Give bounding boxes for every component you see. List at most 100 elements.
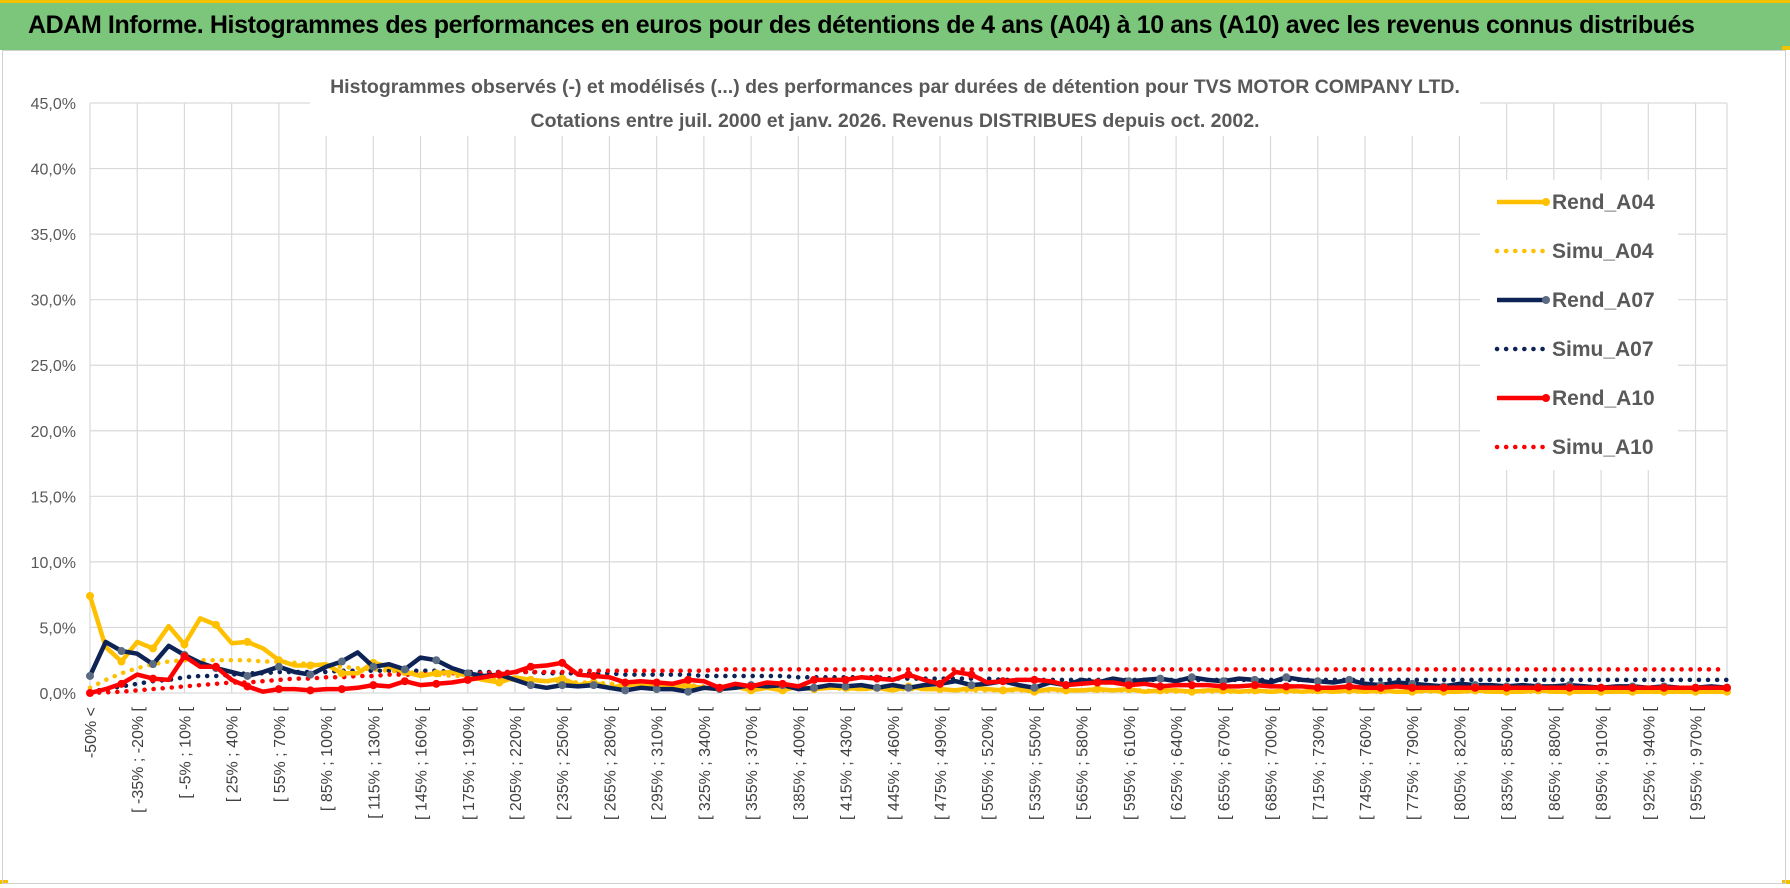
data-point bbox=[1030, 683, 1039, 692]
data-point bbox=[400, 665, 409, 674]
data-point bbox=[274, 685, 283, 694]
series-layer bbox=[86, 591, 1731, 697]
chart-title-line2: Cotations entre juil. 2000 et janv. 2026… bbox=[531, 110, 1260, 132]
legend-label: Rend_A10 bbox=[1552, 387, 1655, 410]
x-tick-label: [ 385% ; 400% [ bbox=[791, 706, 808, 820]
data-point bbox=[180, 640, 189, 649]
data-point bbox=[1282, 673, 1291, 682]
data-point bbox=[684, 687, 693, 696]
corner-mark-top-right bbox=[1782, 46, 1790, 50]
data-point bbox=[1061, 681, 1070, 690]
data-point bbox=[463, 669, 472, 678]
data-point bbox=[526, 681, 535, 690]
x-tick-label: [ 565% ; 580% [ bbox=[1075, 706, 1092, 820]
data-point bbox=[1660, 683, 1669, 692]
data-point bbox=[337, 669, 346, 678]
data-point bbox=[526, 662, 535, 671]
x-tick-label: [ 85% ; 100% [ bbox=[319, 706, 336, 811]
data-point bbox=[747, 682, 756, 691]
data-point bbox=[1313, 677, 1322, 686]
data-point bbox=[148, 644, 157, 653]
data-point bbox=[998, 686, 1007, 695]
data-point bbox=[243, 682, 252, 691]
data-point bbox=[117, 647, 126, 656]
y-tick-label: 35,0% bbox=[31, 227, 76, 244]
data-point bbox=[148, 660, 157, 669]
banner-title: ADAM Informe. Histogrammes des performan… bbox=[28, 11, 1695, 39]
data-point bbox=[432, 656, 441, 665]
data-point bbox=[1439, 683, 1448, 692]
legend-marker bbox=[1542, 296, 1550, 304]
data-point bbox=[369, 681, 378, 690]
series-simu-a10 bbox=[87, 667, 1730, 696]
x-tick-label: [ 865% ; 880% [ bbox=[1547, 706, 1564, 820]
data-point bbox=[1219, 682, 1228, 691]
x-tick-label: [ 55% ; 70% [ bbox=[272, 706, 289, 802]
data-point bbox=[274, 662, 283, 671]
data-point bbox=[274, 656, 283, 665]
x-tick-label: [ 685% ; 700% [ bbox=[1264, 706, 1281, 820]
y-tick-label: 45,0% bbox=[31, 96, 76, 113]
data-point bbox=[1187, 681, 1196, 690]
chart-title-line1: Histogrammes observés (-) et modélisés (… bbox=[330, 76, 1460, 98]
x-tick-label: [ 505% ; 520% [ bbox=[980, 706, 997, 820]
data-point bbox=[1628, 683, 1637, 692]
legend-item-simu-a10: Simu_A10 bbox=[1494, 436, 1654, 459]
y-tick-label: 25,0% bbox=[31, 358, 76, 375]
data-point bbox=[1376, 683, 1385, 692]
data-point bbox=[1691, 683, 1700, 692]
data-point bbox=[495, 670, 504, 679]
data-point bbox=[967, 681, 976, 690]
x-tick-label: [ -35% ; -20% [ bbox=[130, 706, 147, 812]
x-tick-label: [ 925% ; 940% [ bbox=[1641, 706, 1658, 820]
data-point bbox=[1156, 674, 1165, 683]
x-tick-label: [ 625% ; 640% [ bbox=[1169, 706, 1186, 820]
x-tick-label: [ 355% ; 370% [ bbox=[744, 706, 761, 820]
x-tick-label: [ 235% ; 250% [ bbox=[555, 706, 572, 820]
data-point bbox=[306, 686, 315, 695]
data-point bbox=[1282, 682, 1291, 691]
data-point bbox=[873, 683, 882, 692]
x-tick-label: [ 265% ; 280% [ bbox=[602, 706, 619, 820]
x-tick-label: -50% < bbox=[83, 707, 100, 758]
legend-marker bbox=[1542, 198, 1550, 206]
data-point bbox=[904, 683, 913, 692]
x-tick-label: [ 475% ; 490% [ bbox=[933, 706, 950, 820]
y-tick-label: 40,0% bbox=[31, 162, 76, 179]
data-point bbox=[1565, 683, 1574, 692]
data-point bbox=[652, 678, 661, 687]
data-point bbox=[1093, 678, 1102, 687]
data-point bbox=[1408, 683, 1417, 692]
data-point bbox=[243, 637, 252, 646]
data-point bbox=[1187, 673, 1196, 682]
y-tick-label: 30,0% bbox=[31, 293, 76, 310]
title-backdrop bbox=[310, 66, 1480, 136]
x-tick-label: [ 295% ; 310% [ bbox=[650, 706, 667, 820]
legend: Rend_A04 Simu_A04 Rend_A07 Simu_A07 Rend_A10… bbox=[1480, 180, 1678, 470]
x-tick-label: [ 715% ; 730% [ bbox=[1311, 706, 1328, 820]
data-point bbox=[211, 620, 220, 629]
data-point bbox=[180, 652, 189, 661]
data-point bbox=[967, 670, 976, 679]
x-tick-label: [ 835% ; 850% [ bbox=[1500, 706, 1517, 820]
legend-marker bbox=[1542, 394, 1550, 402]
data-point bbox=[432, 669, 441, 678]
data-point bbox=[558, 658, 567, 667]
legend-label: Simu_A07 bbox=[1552, 338, 1654, 361]
data-point bbox=[1156, 682, 1165, 691]
data-point bbox=[1250, 681, 1259, 690]
legend-label: Rend_A07 bbox=[1552, 289, 1655, 312]
corner-mark-right bbox=[1782, 880, 1790, 884]
x-tick-label: [ 415% ; 430% [ bbox=[839, 706, 856, 820]
x-tick-label: [ 325% ; 340% [ bbox=[697, 706, 714, 820]
data-point bbox=[873, 674, 882, 683]
x-tick-label: [ 175% ; 190% [ bbox=[461, 706, 478, 820]
data-point bbox=[86, 591, 94, 600]
data-point bbox=[1093, 685, 1102, 694]
data-point bbox=[86, 689, 94, 697]
x-axis-tick-labels: -50% < [ -35% ; -20% [[ -5% ; 10% [[ 25% … bbox=[83, 706, 1706, 820]
data-point bbox=[86, 671, 94, 680]
data-point bbox=[400, 677, 409, 686]
data-point bbox=[841, 682, 850, 691]
data-point bbox=[652, 685, 661, 694]
